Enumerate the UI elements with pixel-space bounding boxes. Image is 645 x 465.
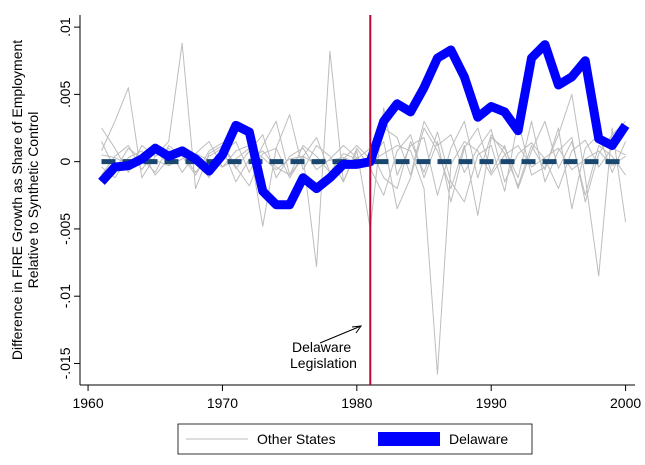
x-tick-label: 1990 [476, 395, 507, 411]
other-state-line [101, 120, 626, 216]
x-tick-label: 1980 [341, 395, 372, 411]
y-tick-label: .005 [57, 81, 73, 108]
y-axis-title: Difference in FIRE Growth as Share of Em… [9, 40, 25, 360]
y-axis-title: Relative to Synthetic Control [25, 112, 41, 289]
y-tick-label: -.01 [57, 284, 73, 308]
y-tick-label: .01 [57, 17, 73, 37]
annotation-arrow [319, 325, 362, 344]
annotation: Legislation [290, 355, 357, 371]
x-tick-label: 1970 [207, 395, 238, 411]
plot-area: .01 .005 0 -.005 -.01 -.015 1960 1970 1980 1990 20… [57, 15, 641, 411]
x-tick-label: 2000 [610, 395, 641, 411]
annotation: Delaware [292, 339, 351, 355]
delaware-line [98, 40, 630, 210]
y-tick-label: -.015 [57, 347, 73, 379]
legend-label: Delaware [449, 431, 508, 447]
y-tick-label: 0 [57, 158, 73, 166]
x-tick-label: 1960 [72, 395, 103, 411]
y-tick-label: -.005 [57, 213, 73, 245]
annotation-arrowhead [351, 325, 363, 334]
legend-label: Other States [257, 431, 336, 447]
